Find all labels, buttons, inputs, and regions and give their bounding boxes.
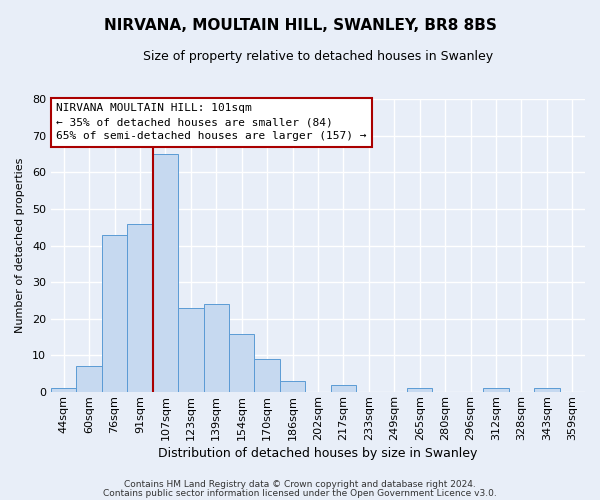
Title: Size of property relative to detached houses in Swanley: Size of property relative to detached ho…	[143, 50, 493, 63]
Y-axis label: Number of detached properties: Number of detached properties	[15, 158, 25, 333]
Bar	[127, 224, 152, 392]
Text: Contains HM Land Registry data © Crown copyright and database right 2024.: Contains HM Land Registry data © Crown c…	[124, 480, 476, 489]
Text: Contains public sector information licensed under the Open Government Licence v3: Contains public sector information licen…	[103, 488, 497, 498]
Bar	[280, 381, 305, 392]
Text: NIRVANA, MOULTAIN HILL, SWANLEY, BR8 8BS: NIRVANA, MOULTAIN HILL, SWANLEY, BR8 8BS	[104, 18, 496, 32]
Bar	[407, 388, 433, 392]
Bar	[102, 234, 127, 392]
X-axis label: Distribution of detached houses by size in Swanley: Distribution of detached houses by size …	[158, 447, 478, 460]
Bar	[331, 385, 356, 392]
Bar	[51, 388, 76, 392]
Bar	[152, 154, 178, 392]
Bar	[483, 388, 509, 392]
Bar	[76, 366, 102, 392]
Bar	[534, 388, 560, 392]
Bar	[229, 334, 254, 392]
Bar	[254, 359, 280, 392]
Bar	[178, 308, 203, 392]
Text: NIRVANA MOULTAIN HILL: 101sqm
← 35% of detached houses are smaller (84)
65% of s: NIRVANA MOULTAIN HILL: 101sqm ← 35% of d…	[56, 104, 367, 142]
Bar	[203, 304, 229, 392]
